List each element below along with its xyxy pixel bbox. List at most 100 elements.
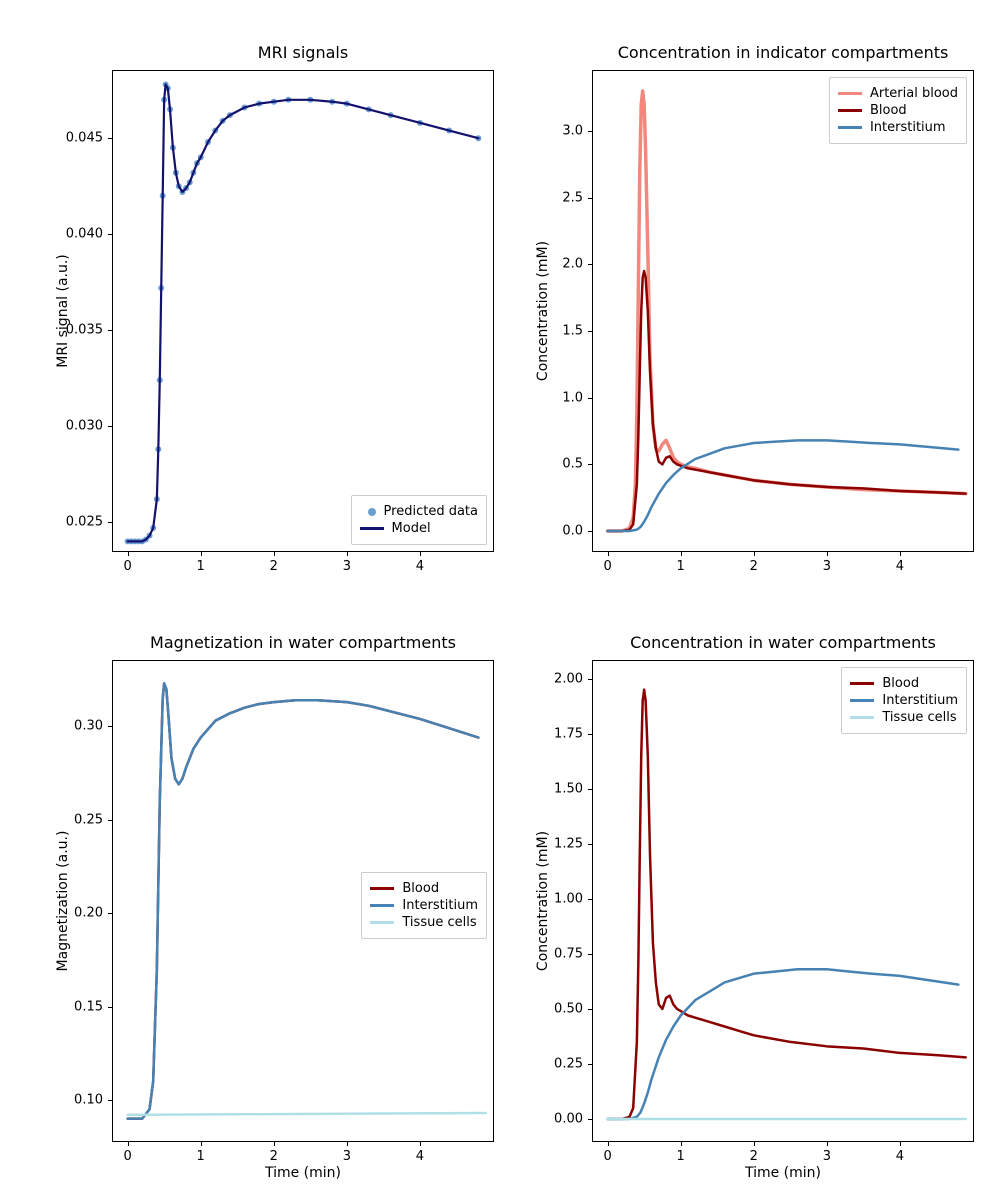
y-tick-label: 0.25 bbox=[554, 1056, 583, 1071]
legend: Arterial blood Blood Interstitium bbox=[829, 77, 967, 144]
x-tick-mark bbox=[754, 1141, 755, 1146]
x-tick-label: 1 bbox=[677, 559, 685, 574]
series-blood bbox=[608, 690, 966, 1119]
series-interstitium bbox=[608, 969, 959, 1119]
x-tick-label: 0 bbox=[123, 1149, 131, 1164]
x-tick-mark bbox=[608, 1141, 609, 1146]
y-tick-label: 0.045 bbox=[66, 131, 103, 146]
y-tick-label: 0.035 bbox=[66, 323, 103, 338]
y-tick-label: 2.5 bbox=[562, 190, 583, 205]
legend-item-label: Blood bbox=[870, 103, 907, 118]
legend-line-icon bbox=[850, 682, 874, 685]
x-tick-mark bbox=[274, 551, 275, 556]
x-tick-label: 3 bbox=[823, 559, 831, 574]
panel-mag: Magnetization in water compartmentsMagne… bbox=[112, 660, 494, 1142]
y-tick-label: 0.5 bbox=[562, 457, 583, 472]
y-tick-label: 1.0 bbox=[562, 390, 583, 405]
y-axis-label: Concentration (mM) bbox=[535, 831, 551, 971]
legend-line-icon bbox=[370, 904, 394, 907]
legend-item: Tissue cells bbox=[370, 915, 478, 930]
legend-item: Model bbox=[360, 521, 478, 536]
y-tick-label: 1.5 bbox=[562, 324, 583, 339]
legend-item-label: Arterial blood bbox=[870, 86, 958, 101]
legend-item: Interstitium bbox=[838, 120, 958, 135]
y-tick-label: 0.20 bbox=[74, 906, 103, 921]
x-tick-label: 0 bbox=[123, 559, 131, 574]
x-tick-label: 3 bbox=[343, 559, 351, 574]
x-tick-mark bbox=[347, 551, 348, 556]
legend-line-icon bbox=[838, 92, 862, 95]
x-tick-label: 4 bbox=[896, 559, 904, 574]
x-axis-label: Time (min) bbox=[593, 1165, 973, 1181]
y-tick-label: 0.030 bbox=[66, 419, 103, 434]
x-tick-label: 2 bbox=[270, 559, 278, 574]
x-tick-mark bbox=[347, 1141, 348, 1146]
x-tick-mark bbox=[608, 551, 609, 556]
legend-line-icon bbox=[838, 109, 862, 112]
x-tick-mark bbox=[201, 1141, 202, 1146]
y-tick-label: 1.75 bbox=[554, 726, 583, 741]
legend-item-label: Interstitium bbox=[870, 120, 946, 135]
legend-item-label: Tissue cells bbox=[882, 710, 956, 725]
plot-area bbox=[113, 71, 493, 551]
figure: MRI signals MRI signal (a.u.) 0 1 2 3 4 0.025 0.… bbox=[0, 0, 1000, 1200]
legend-line-icon bbox=[370, 887, 394, 890]
series-tissue bbox=[128, 1113, 486, 1115]
legend-item: Interstitium bbox=[370, 898, 478, 913]
y-tick-label: 2.0 bbox=[562, 257, 583, 272]
x-tick-label: 4 bbox=[896, 1149, 904, 1164]
legend-item: Blood bbox=[370, 881, 478, 896]
legend-line-icon bbox=[838, 126, 862, 129]
x-tick-mark bbox=[900, 551, 901, 556]
x-tick-label: 1 bbox=[677, 1149, 685, 1164]
y-axis-label: Magnetization (a.u.) bbox=[55, 831, 71, 972]
y-tick-label: 1.25 bbox=[554, 836, 583, 851]
x-tick-mark bbox=[420, 1141, 421, 1146]
series-model bbox=[128, 84, 479, 541]
legend-item: Predicted data bbox=[360, 504, 478, 519]
legend-item: Blood bbox=[838, 103, 958, 118]
x-axis-label: Time (min) bbox=[113, 1165, 493, 1181]
x-tick-label: 2 bbox=[750, 559, 758, 574]
legend: Predicted data Model bbox=[351, 495, 487, 545]
panel-mri: MRI signalsMRI signal (a.u.)012340.0250.… bbox=[112, 70, 494, 552]
legend-item-label: Interstitium bbox=[882, 693, 958, 708]
x-tick-mark bbox=[827, 551, 828, 556]
legend-line-icon bbox=[360, 527, 384, 530]
x-tick-label: 3 bbox=[343, 1149, 351, 1164]
x-tick-mark bbox=[128, 1141, 129, 1146]
y-tick-label: 3.0 bbox=[562, 124, 583, 139]
x-tick-label: 1 bbox=[197, 559, 205, 574]
legend-item-label: Predicted data bbox=[384, 504, 478, 519]
x-tick-label: 2 bbox=[270, 1149, 278, 1164]
panel-title: Concentration in water compartments bbox=[593, 633, 973, 652]
y-tick-label: 1.50 bbox=[554, 781, 583, 796]
y-tick-label: 0.040 bbox=[66, 227, 103, 242]
panel-title: Magnetization in water compartments bbox=[113, 633, 493, 652]
y-tick-label: 2.00 bbox=[554, 671, 583, 686]
x-tick-mark bbox=[827, 1141, 828, 1146]
panel-title: MRI signals bbox=[113, 43, 493, 62]
panel-title: Concentration in indicator compartments bbox=[593, 43, 973, 62]
x-tick-label: 3 bbox=[823, 1149, 831, 1164]
legend-item-label: Interstitium bbox=[402, 898, 478, 913]
y-tick-label: 0.75 bbox=[554, 946, 583, 961]
x-tick-label: 2 bbox=[750, 1149, 758, 1164]
x-tick-mark bbox=[128, 551, 129, 556]
panel-conc_ind: Concentration in indicator compartmentsC… bbox=[592, 70, 974, 552]
legend-item: Blood bbox=[850, 676, 958, 691]
x-tick-mark bbox=[754, 551, 755, 556]
y-axis-label: MRI signal (a.u.) bbox=[55, 254, 71, 368]
legend-item: Interstitium bbox=[850, 693, 958, 708]
legend-item-label: Tissue cells bbox=[402, 915, 476, 930]
x-tick-label: 1 bbox=[197, 1149, 205, 1164]
y-tick-label: 0.025 bbox=[66, 515, 103, 530]
x-tick-label: 4 bbox=[416, 1149, 424, 1164]
x-tick-mark bbox=[274, 1141, 275, 1146]
x-tick-label: 0 bbox=[603, 1149, 611, 1164]
x-tick-mark bbox=[201, 551, 202, 556]
y-tick-label: 0.0 bbox=[562, 524, 583, 539]
y-axis-label: Concentration (mM) bbox=[535, 241, 551, 381]
series-interstitium bbox=[608, 440, 959, 531]
legend: Blood Interstitium Tissue cells bbox=[361, 872, 487, 939]
